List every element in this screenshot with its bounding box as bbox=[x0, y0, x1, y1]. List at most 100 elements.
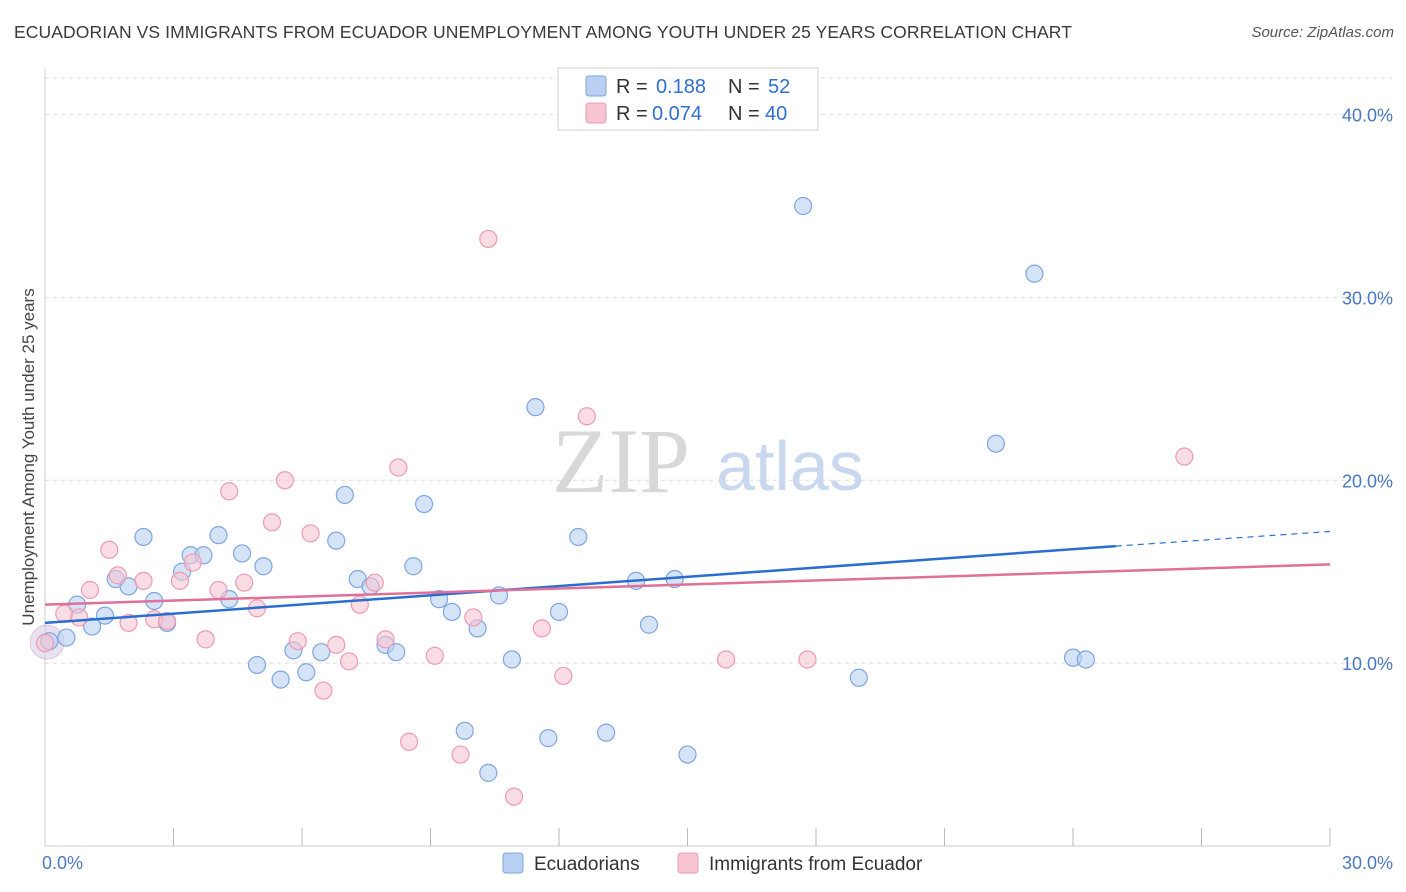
legend-n-value-1: 52 bbox=[768, 76, 790, 98]
data-points bbox=[29, 196, 1194, 806]
ecuadorian-point bbox=[95, 606, 115, 625]
immigrant-point bbox=[314, 681, 333, 700]
immigrant-point bbox=[389, 458, 408, 477]
watermark-atlas: atlas bbox=[716, 427, 864, 505]
series-legend-label-ecuadorians: Ecuadorians bbox=[534, 854, 640, 875]
immigrant-point bbox=[577, 407, 596, 426]
immigrant-point bbox=[425, 646, 444, 665]
immigrant-point bbox=[479, 229, 498, 249]
ecuadorian-point bbox=[455, 721, 474, 740]
series-legend-swatch-immigrants bbox=[677, 852, 699, 874]
immigrant-point bbox=[288, 632, 307, 651]
immigrant-point bbox=[35, 633, 55, 653]
immigrant-point bbox=[183, 553, 202, 572]
immigrant-point bbox=[532, 619, 551, 638]
axes bbox=[44, 68, 1331, 847]
immigrant-point bbox=[376, 630, 395, 649]
ecuadorian-point bbox=[134, 527, 153, 547]
immigrant-point bbox=[134, 571, 153, 590]
watermark-zip: ZIP bbox=[552, 410, 690, 512]
ecuadorian-trend-line bbox=[44, 544, 1116, 625]
immigrant-point bbox=[100, 540, 119, 559]
legend-r-value-1: 0.188 bbox=[656, 76, 706, 98]
legend-swatch-blue bbox=[585, 75, 607, 97]
trend-lines bbox=[44, 530, 1331, 625]
legend-n-value-2: 40 bbox=[765, 103, 787, 125]
immigrant-point bbox=[80, 580, 100, 600]
immigrant-point bbox=[340, 652, 359, 671]
immigrant-point bbox=[209, 580, 228, 600]
ecuadorian-trend-extension bbox=[1115, 530, 1331, 547]
immigrant-point bbox=[108, 566, 127, 585]
ecuadorian-point bbox=[335, 485, 354, 505]
immigrant-point bbox=[399, 732, 419, 751]
ecuadorian-point bbox=[57, 628, 76, 647]
y-axis-label: Unemployment Among Youth under 25 years bbox=[19, 288, 38, 625]
x-tick-label: 0.0% bbox=[42, 853, 83, 873]
y-tick-label: 30.0% bbox=[1342, 288, 1393, 308]
immigrant-point bbox=[170, 571, 190, 590]
ecuadorian-point bbox=[549, 602, 569, 622]
legend-r-label-2: R = bbox=[616, 103, 648, 125]
ecuadorian-point bbox=[442, 602, 462, 622]
legend-r-value-2: 0.074 bbox=[652, 103, 702, 125]
immigrant-point bbox=[119, 613, 138, 633]
ecuadorian-point bbox=[539, 729, 558, 748]
legend-r-label-1: R = bbox=[616, 76, 648, 98]
immigrant-point bbox=[365, 573, 384, 592]
ecuadorian-point bbox=[271, 670, 290, 689]
immigrant-point bbox=[157, 611, 177, 631]
ecuadorian-point bbox=[479, 763, 498, 782]
ecuadorian-point bbox=[83, 617, 102, 636]
ecuadorian-point bbox=[247, 655, 267, 675]
stats-legend: R = 0.188 N = 52 R = 0.074 N = 40 bbox=[557, 67, 819, 131]
immigrant-point bbox=[327, 635, 346, 654]
ecuadorian-point bbox=[678, 745, 697, 764]
legend-n-label-1: N = bbox=[728, 76, 760, 98]
ecuadorian-point bbox=[232, 544, 252, 563]
immigrant-point bbox=[262, 513, 282, 532]
immigrant-point bbox=[275, 471, 294, 490]
legend-n-label-2: N = bbox=[728, 103, 760, 125]
immigrant-point bbox=[196, 630, 215, 649]
immigrant-point bbox=[220, 482, 239, 501]
series-legend: Ecuadorians Immigrants from Ecuador bbox=[502, 852, 923, 875]
immigrant-point bbox=[55, 604, 74, 623]
ecuadorian-point bbox=[794, 196, 813, 216]
y-tick-label: 40.0% bbox=[1342, 106, 1393, 126]
ecuadorian-point bbox=[327, 531, 346, 550]
x-tick-label: 30.0% bbox=[1342, 853, 1393, 873]
y-tick-label: 20.0% bbox=[1342, 471, 1393, 491]
ecuadorian-point bbox=[569, 527, 588, 547]
ecuadorian-point bbox=[526, 398, 545, 417]
ecuadorian-point bbox=[1076, 650, 1095, 669]
immigrant-point bbox=[70, 608, 89, 627]
ecuadorian-point bbox=[502, 650, 521, 669]
immigrant-point bbox=[1175, 447, 1194, 466]
ecuadorian-point bbox=[414, 494, 434, 514]
immigrant-point bbox=[464, 608, 483, 627]
ecuadorian-point bbox=[849, 668, 868, 687]
y-tick-label: 10.0% bbox=[1342, 654, 1393, 674]
immigrant-point bbox=[451, 745, 470, 764]
immigrant-point bbox=[235, 573, 254, 592]
series-legend-swatch-ecuadorians bbox=[502, 852, 524, 874]
ecuadorian-point bbox=[986, 434, 1006, 453]
chart-title: ECUADORIAN VS IMMIGRANTS FROM ECUADOR UN… bbox=[14, 22, 1073, 42]
ecuadorian-point bbox=[639, 615, 659, 634]
ecuadorian-point bbox=[597, 723, 616, 742]
ecuadorian-point bbox=[209, 526, 228, 545]
series-legend-label-immigrants: Immigrants from Ecuador bbox=[709, 854, 923, 875]
ecuadorian-point bbox=[254, 557, 273, 576]
y-tick-labels: 10.0% 20.0% 30.0% 40.0% bbox=[1342, 106, 1393, 675]
ecuadorian-point bbox=[297, 663, 316, 682]
ecuadorian-point bbox=[404, 557, 423, 576]
immigrant-point bbox=[716, 650, 736, 669]
immigrant-point bbox=[301, 524, 320, 543]
immigrant-trend-line bbox=[44, 563, 1331, 606]
ecuadorian-point bbox=[387, 643, 406, 662]
x-tick-labels: 0.0% 30.0% bbox=[42, 853, 1393, 873]
source-label: Source: ZipAtlas.com bbox=[1251, 24, 1394, 41]
legend-swatch-pink bbox=[585, 102, 607, 124]
